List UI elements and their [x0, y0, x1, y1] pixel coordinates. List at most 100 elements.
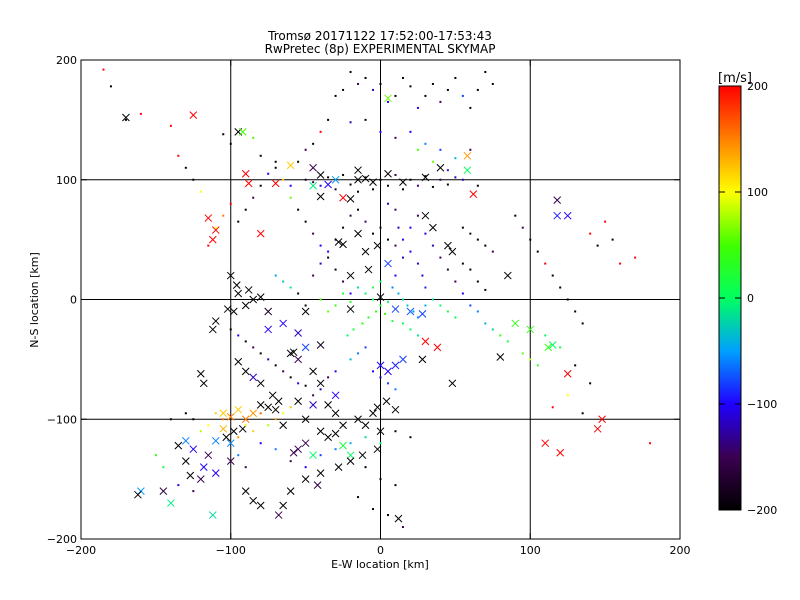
data-point-dot [244, 466, 247, 469]
data-point-x [309, 451, 317, 460]
data-point-dot [574, 364, 577, 367]
data-point-x [418, 310, 427, 318]
data-point-x [346, 451, 355, 460]
data-point-dot [214, 226, 217, 229]
data-point-dot [416, 148, 419, 151]
data-point-dot [379, 82, 382, 85]
data-point-dot [559, 346, 562, 349]
data-point-x [331, 409, 340, 418]
data-point-dot [334, 370, 337, 373]
data-point-dot [364, 466, 367, 469]
data-point-dot [446, 310, 449, 313]
data-point-x [316, 192, 325, 201]
data-point-dot [409, 226, 412, 229]
data-point-x [309, 163, 317, 172]
data-point-dot [544, 334, 547, 337]
data-point-x [279, 501, 288, 510]
data-point-x [526, 325, 535, 334]
data-point-x [219, 424, 228, 433]
data-point-dot [469, 232, 472, 235]
data-point-dot [379, 226, 382, 229]
data-point-dot [383, 312, 386, 315]
data-point-dot [372, 286, 375, 289]
data-point-dot [409, 85, 412, 88]
data-point-dot [551, 406, 554, 409]
data-point-dot [409, 250, 412, 253]
data-point-dot [401, 526, 404, 529]
data-point-x [346, 195, 355, 203]
data-point-x [301, 439, 310, 448]
data-point-dot [439, 304, 442, 307]
data-point-dot [421, 274, 424, 277]
data-point-x [226, 413, 235, 421]
data-point-dot [391, 320, 394, 323]
data-point-dot [581, 322, 584, 325]
data-point-x [301, 307, 310, 316]
data-point-dot [386, 300, 389, 303]
data-point-dot [566, 394, 569, 397]
data-point-dot [454, 316, 457, 319]
data-point-x [208, 325, 217, 334]
data-point-dot [536, 364, 539, 367]
data-point-x [369, 409, 377, 418]
data-point-dot [349, 70, 352, 73]
data-point-x [279, 421, 288, 430]
data-point-dot [342, 280, 345, 283]
data-point-dot [259, 154, 262, 157]
data-point-dot [379, 376, 382, 379]
data-point-dot [409, 436, 412, 439]
data-point-dot [476, 88, 479, 91]
data-point-dot [386, 184, 389, 187]
y-tick-label: 0 [70, 294, 77, 307]
data-point-x [186, 471, 195, 480]
data-point-dot [491, 82, 494, 85]
data-point-x [229, 427, 238, 436]
data-point-dot [566, 298, 569, 301]
data-point-dot [199, 190, 202, 193]
data-point-dot [259, 352, 262, 355]
data-point-dot [476, 310, 479, 313]
data-point-dot [259, 412, 262, 415]
data-point-dot [334, 448, 337, 451]
data-point-dot [304, 148, 307, 151]
data-point-x [211, 436, 220, 445]
data-point-x [324, 401, 332, 409]
data-point-dot [379, 280, 382, 283]
colorbar-tick-label: 100 [747, 186, 768, 199]
data-point-dot [394, 94, 397, 97]
data-point-dot [431, 244, 434, 247]
data-point-dot [229, 202, 232, 205]
data-point-dot [349, 358, 352, 361]
data-point-x [391, 361, 400, 370]
data-point-dot [297, 160, 300, 163]
data-point-dot [289, 184, 292, 187]
data-point-dot [184, 166, 187, 169]
data-point-dot [409, 130, 412, 133]
data-point-dot [484, 244, 487, 247]
data-point-x [159, 487, 168, 495]
data-point-dot [259, 184, 262, 187]
data-point-dot [484, 322, 487, 325]
data-point-x [391, 405, 400, 414]
data-point-dot [401, 76, 404, 79]
data-point-x [384, 259, 392, 268]
data-point-dot [469, 106, 472, 109]
data-point-dot [237, 436, 240, 439]
data-point-x [181, 457, 190, 466]
data-point-dot [394, 388, 397, 391]
data-point-dot [461, 178, 464, 181]
data-point-dot [406, 304, 409, 307]
data-point-dot [416, 214, 419, 217]
data-point-x [541, 439, 550, 448]
data-point-dot [229, 142, 232, 145]
data-point-x [199, 463, 208, 472]
data-point-dot [469, 268, 472, 271]
data-point-dot [267, 424, 270, 427]
data-point-dot [491, 250, 494, 253]
data-point-dot [192, 178, 195, 181]
data-point-dot [394, 136, 397, 139]
data-point-x [199, 379, 208, 388]
data-point-x [563, 211, 572, 220]
data-point-dot [439, 256, 442, 259]
